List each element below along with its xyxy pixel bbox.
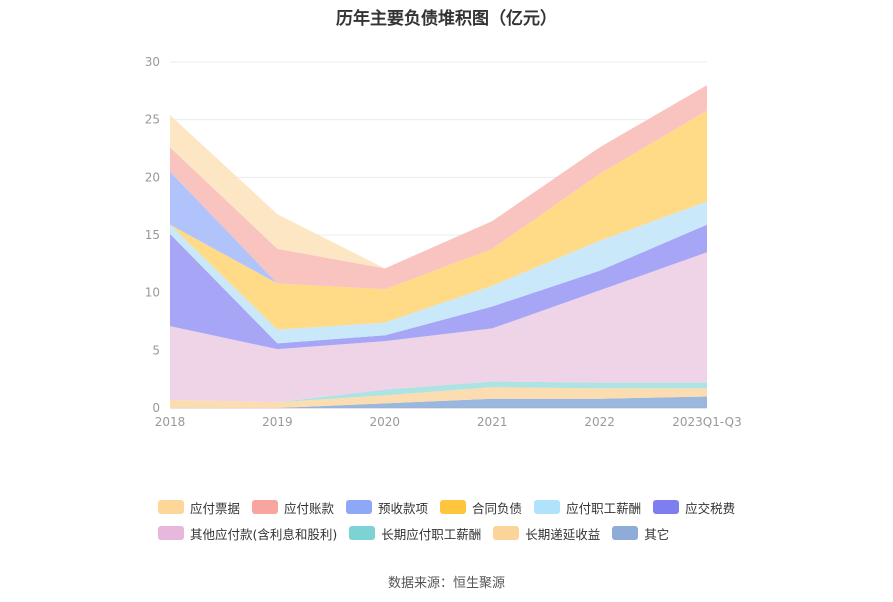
legend-item[interactable]: 应交税费 [653,498,735,517]
legend-item[interactable]: 应付职工薪酬 [534,498,641,517]
legend-item[interactable]: 应付票据 [158,498,240,517]
legend-swatch [252,500,279,514]
y-tick-label: 5 [152,343,160,357]
legend-item[interactable]: 合同负债 [440,498,522,517]
chart-title: 历年主要负债堆积图（亿元） [336,9,557,29]
y-tick-label: 30 [145,55,160,69]
y-tick-label: 15 [145,228,160,242]
legend-swatch [349,526,376,540]
legend-item[interactable]: 长期应付职工薪酬 [349,524,481,543]
legend-item[interactable]: 长期递延收益 [493,524,600,543]
x-tick-label: 2021 [477,415,508,429]
legend-label: 其它 [644,526,670,542]
legend-swatch [653,500,680,514]
x-tick-label: 2019 [262,415,293,429]
legend: 应付票据 应付账款 预收款项 合同负债 应付职工薪酬 应交税费 其他应付款(含利息和股利)… [158,494,798,546]
legend-label: 应付票据 [190,500,241,516]
area-series-6 [170,110,707,330]
area-series-2 [170,381,707,403]
y-tick-label: 25 [145,113,160,127]
legend-item[interactable]: 其他应付款(含利息和股利) [158,524,337,543]
legend-label: 预收款项 [378,500,429,516]
legend-swatch [612,526,639,540]
area-series-8 [170,85,707,290]
y-tick-label: 0 [152,401,160,415]
legend-row-2: 其他应付款(含利息和股利) 长期应付职工薪酬 长期递延收益 其它 [158,520,798,546]
legend-label: 合同负债 [472,500,523,516]
y-tick-label: 10 [145,286,160,300]
legend-label: 应付职工薪酬 [566,500,642,516]
legend-item[interactable]: 其它 [612,524,669,543]
legend-swatch [493,526,520,540]
area-series-4 [170,224,707,350]
area-series-0 [170,396,707,408]
legend-swatch [158,526,184,540]
x-tick-label: 2022 [584,415,615,429]
source-note: 数据来源：恒生聚源 [387,576,505,591]
legend-swatch [534,500,561,514]
legend-label: 其他应付款(含利息和股利) [190,526,338,542]
legend-label: 应交税费 [685,500,736,516]
area-series-5 [170,201,707,344]
x-tick-label: 2020 [370,415,401,429]
legend-label: 长期递延收益 [525,526,601,542]
legend-swatch [158,500,184,514]
x-tick-label: 2023Q1-Q3 [672,415,741,429]
legend-item[interactable]: 应付账款 [252,498,334,517]
legend-label: 应付账款 [284,500,335,516]
axes: 0 5 10 15 20 25 30 2018 2019 2020 2021 2022 2023Q1-Q… [145,55,742,429]
legend-row-1: 应付票据 应付账款 预收款项 合同负债 应付职工薪酬 应交税费 [158,494,798,520]
area-series-1 [170,387,707,408]
y-tick-label: 20 [145,170,160,184]
legend-label: 长期应付职工薪酬 [381,526,482,542]
legend-swatch [346,500,373,514]
x-tick-label: 2018 [155,415,186,429]
area-series-3 [170,252,707,403]
legend-item[interactable]: 预收款项 [346,498,428,517]
legend-swatch [440,500,467,514]
area-series-group [170,85,707,408]
